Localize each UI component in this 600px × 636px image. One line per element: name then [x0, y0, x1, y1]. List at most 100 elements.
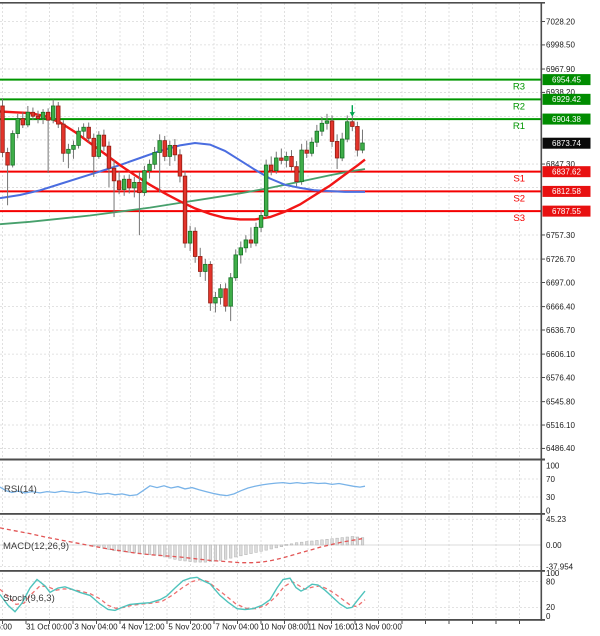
- ma-fast-red: [0, 110, 366, 221]
- candle-up: [274, 157, 279, 171]
- candle-down: [289, 156, 294, 168]
- price-tick-label: 6998.50: [546, 41, 575, 50]
- candle-up: [263, 164, 269, 216]
- rsi-tick-label: 70: [546, 475, 555, 484]
- svg-text:6837.62: 6837.62: [552, 167, 581, 176]
- candle-up: [258, 215, 264, 228]
- candle-up: [238, 247, 243, 256]
- stoch-tick-label: 20: [546, 603, 555, 612]
- price-axis[interactable]: 7028.20 6998.50 6967.90 6938.20 6847.30 6757.…: [541, 17, 591, 453]
- candle-down: [198, 256, 203, 272]
- candle-up: [76, 130, 81, 146]
- macd-tick-label: 45.23: [546, 515, 567, 524]
- candle-up: [319, 122, 325, 132]
- candle-up: [284, 156, 289, 161]
- candle-down: [350, 121, 355, 127]
- candle-up: [167, 144, 173, 157]
- time-tick-label: 10 Nov 08:00: [260, 623, 308, 632]
- candle-down: [177, 154, 183, 177]
- time-tick-label: 13 Nov 00:00: [354, 623, 402, 632]
- macd-histogram: [92, 536, 365, 563]
- candle-up: [253, 226, 259, 244]
- svg-text:6929.42: 6929.42: [552, 95, 581, 104]
- price-gridlines: [0, 21, 541, 449]
- candle-up: [213, 297, 218, 304]
- candle-up: [142, 170, 147, 194]
- support-lines: [0, 170, 541, 213]
- time-tick-label: 5 Nov 20:00: [168, 623, 212, 632]
- candle-down: [329, 120, 335, 142]
- ma-mid-blue: [0, 141, 365, 200]
- support-label: S2: [513, 193, 525, 204]
- candle-up: [121, 178, 127, 190]
- candle-up: [243, 239, 249, 249]
- price-badge: 6787.55: [542, 205, 591, 217]
- svg-text:6812.58: 6812.58: [552, 187, 581, 196]
- current-price-badge: 6873.74: [542, 137, 591, 149]
- rsi-panel[interactable]: RSI(14): [0, 478, 541, 498]
- candle-up: [157, 140, 162, 153]
- time-axis[interactable]: 16:00 31 Oct 00:003 Nov 04:004 Nov 12:005…: [0, 620, 520, 632]
- candle-up: [339, 138, 345, 159]
- price-badge: 6904.38: [542, 113, 591, 125]
- candle-down: [30, 111, 36, 117]
- time-gridlines: [2, 3, 520, 618]
- stoch-panel[interactable]: Stoch(9,6,3): [0, 576, 541, 613]
- candle-up: [309, 141, 314, 154]
- candle-up: [147, 163, 152, 171]
- candle-up: [40, 111, 46, 119]
- time-tick-label: 4 Nov 12:00: [121, 623, 165, 632]
- svg-text:6873.74: 6873.74: [552, 139, 581, 148]
- price-badge: 6929.42: [542, 93, 591, 105]
- stoch-tick-label: 0: [546, 612, 551, 621]
- candle-down: [86, 126, 91, 139]
- price-tick-label: 6576.40: [546, 373, 575, 382]
- macd-panel[interactable]: MACD(12,26,9): [0, 518, 541, 568]
- candle-down: [45, 111, 51, 121]
- macd-label: MACD(12,26,9): [3, 541, 69, 552]
- candle-down: [304, 149, 309, 154]
- candle-up: [25, 111, 31, 126]
- macd-tick-label: -37.954: [546, 562, 574, 571]
- stoch-label: Stoch(9,6,3): [3, 593, 55, 604]
- resistance-lines: [0, 78, 541, 121]
- candle-down: [294, 166, 299, 183]
- price-tick-label: 7028.20: [546, 17, 575, 26]
- stoch-tick-label: 80: [546, 577, 555, 586]
- level-labels: R3 R2 R1 S1 S2 S3: [513, 82, 525, 225]
- candle-up: [345, 121, 350, 140]
- price-tick-label: 6486.40: [546, 444, 575, 453]
- candle-down: [248, 239, 254, 244]
- rsi-tick-label: 100: [546, 461, 560, 470]
- candle-down: [56, 105, 61, 125]
- candle-down: [20, 118, 25, 126]
- candle-up: [324, 120, 330, 124]
- candle-up: [360, 142, 365, 151]
- candle-down: [208, 263, 213, 304]
- support-label: S1: [513, 174, 525, 185]
- candle-up: [10, 133, 15, 166]
- candle-up: [299, 149, 304, 183]
- candle-down: [269, 164, 274, 171]
- rsi-label: RSI(14): [4, 484, 37, 495]
- rsi-tick-label: 30: [546, 493, 555, 502]
- candle-down: [101, 134, 107, 147]
- price-tick-label: 6666.40: [546, 302, 575, 311]
- candle-down: [61, 123, 66, 154]
- candle-down: [182, 175, 188, 244]
- price-badge: 6837.62: [542, 166, 591, 178]
- candle-up: [218, 288, 223, 298]
- candle-down: [111, 167, 117, 182]
- svg-text:6904.38: 6904.38: [552, 115, 581, 124]
- sell-arrow-icon: [349, 105, 355, 117]
- candle-up: [152, 152, 157, 165]
- candle-up: [203, 263, 208, 272]
- candle-down: [106, 145, 112, 169]
- candle-down: [116, 180, 122, 190]
- price-badge: 6954.45: [542, 74, 591, 86]
- candle-up: [228, 277, 233, 307]
- resistance-label: R3: [513, 82, 525, 93]
